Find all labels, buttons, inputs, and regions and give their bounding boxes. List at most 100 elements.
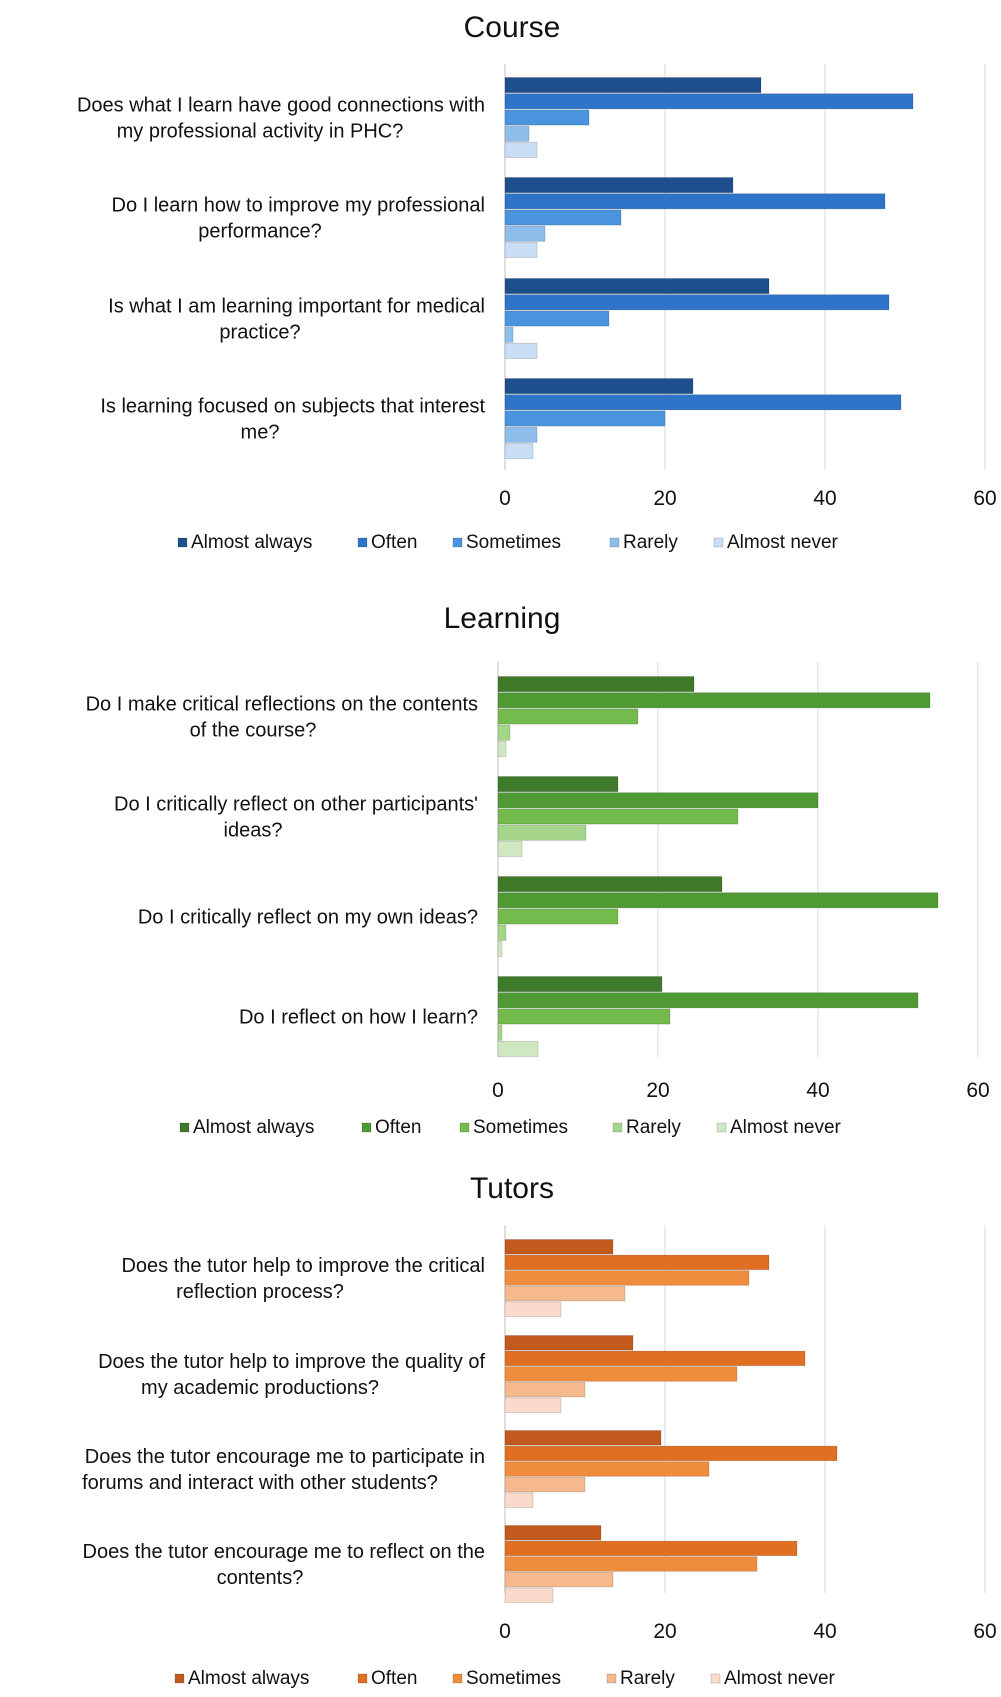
bar-almost-never — [504, 342, 538, 359]
category-label: Does the tutor help to improve the criti… — [121, 1255, 485, 1277]
legend-label: Rarely — [620, 1668, 675, 1689]
tutors-chart-title: Tutors — [470, 1172, 554, 1205]
category-label: my professional activity in PHC? — [117, 121, 404, 143]
legend-label: Almost always — [188, 1668, 309, 1689]
x-tick-label: 60 — [966, 1079, 989, 1102]
category-label: Does the tutor help to improve the quali… — [98, 1351, 485, 1373]
bar-often — [504, 93, 914, 110]
legend-swatch — [174, 1673, 185, 1684]
bar-rarely — [504, 326, 514, 343]
x-tick-label: 0 — [499, 1620, 511, 1643]
legend-swatch — [179, 1122, 190, 1133]
bar-almost-always — [504, 1430, 662, 1446]
legend-swatch — [606, 1673, 617, 1684]
bar-rarely — [497, 724, 511, 741]
bar-sometimes — [497, 908, 619, 925]
category-label: Do I critically reflect on other partici… — [114, 794, 478, 816]
bar-almost-never — [504, 1587, 554, 1603]
bar-almost-never — [504, 241, 538, 258]
bar-almost-always — [504, 278, 770, 295]
x-tick-label: 40 — [806, 1079, 829, 1102]
bar-often — [504, 1445, 838, 1462]
legend-label: Often — [371, 532, 417, 553]
x-tick-label: 20 — [653, 1620, 676, 1643]
category-label: my academic productions? — [141, 1377, 379, 1399]
legend-label: Rarely — [623, 532, 678, 553]
category-label: practice? — [219, 322, 300, 344]
legend-swatch — [459, 1122, 470, 1133]
legend-label: Rarely — [626, 1117, 681, 1138]
x-tick-label: 0 — [492, 1079, 504, 1102]
bar-almost-always — [504, 1335, 634, 1351]
bar-often — [497, 692, 931, 709]
legend-swatch — [716, 1122, 727, 1133]
legend-swatch — [361, 1122, 372, 1133]
category-label: Does what I learn have good connections … — [77, 95, 485, 117]
bar-often — [497, 992, 919, 1009]
bar-rarely — [504, 426, 538, 443]
legend-label: Almost never — [730, 1117, 842, 1138]
x-tick-label: 60 — [973, 487, 996, 510]
bar-often — [504, 294, 890, 311]
bar-sometimes — [497, 1008, 671, 1025]
bar-often — [504, 394, 902, 411]
x-tick-label: 20 — [646, 1079, 669, 1102]
bar-sometimes — [504, 310, 610, 327]
bar-almost-always — [504, 1239, 614, 1255]
legend-label: Sometimes — [466, 532, 561, 553]
bar-almost-always — [497, 676, 695, 693]
bar-sometimes — [497, 708, 639, 725]
bar-sometimes — [497, 808, 739, 825]
category-label: contents? — [217, 1567, 304, 1589]
bar-almost-never — [497, 840, 523, 857]
bar-sometimes — [504, 410, 666, 427]
legend-label: Often — [375, 1117, 421, 1138]
bar-sometimes — [504, 1461, 710, 1477]
legend-label: Almost always — [191, 532, 312, 553]
legend-swatch — [452, 537, 463, 548]
category-label: of the course? — [190, 720, 317, 742]
legend-label: Often — [371, 1668, 417, 1689]
category-label: forums and interact with other students? — [82, 1472, 438, 1494]
bar-rarely — [504, 1476, 586, 1493]
bar-rarely — [504, 125, 530, 142]
bar-almost-never — [504, 442, 534, 459]
x-tick-label: 40 — [813, 1620, 836, 1643]
legend-swatch — [713, 537, 724, 548]
bar-almost-never — [497, 740, 507, 757]
legend-swatch — [609, 537, 620, 548]
legend-swatch — [710, 1673, 721, 1684]
bar-sometimes — [504, 1556, 758, 1572]
category-label: me? — [241, 422, 280, 444]
bar-almost-always — [504, 77, 762, 94]
bar-rarely — [504, 1285, 626, 1302]
category-label: reflection process? — [176, 1281, 344, 1303]
bar-sometimes — [504, 1366, 738, 1382]
course-chart-title: Course — [464, 11, 561, 44]
category-label: Is learning focused on subjects that int… — [100, 396, 485, 418]
bar-almost-always — [504, 1525, 602, 1541]
bar-almost-never — [504, 1397, 562, 1413]
bar-often — [504, 1254, 770, 1271]
learning-chart-title: Learning — [444, 602, 561, 635]
category-label: Do I reflect on how I learn? — [239, 1007, 478, 1029]
category-label: Do I learn how to improve my professiona… — [112, 195, 486, 217]
bar-sometimes — [504, 1270, 750, 1286]
legend-swatch — [177, 537, 188, 548]
bar-sometimes — [504, 109, 590, 126]
bar-almost-never — [497, 1040, 539, 1057]
category-label: Does the tutor encourage me to participa… — [85, 1446, 485, 1468]
bar-almost-always — [497, 776, 619, 793]
chart-learning: Learning 0 20 40 60 Do I make critical reflec… — [86, 602, 990, 1138]
bar-rarely — [497, 824, 587, 841]
bar-often — [497, 892, 939, 909]
bar-often — [497, 792, 819, 809]
bar-almost-always — [497, 876, 723, 893]
legend-label: Almost never — [727, 532, 839, 553]
bar-rarely — [504, 225, 546, 242]
legend-label: Sometimes — [466, 1668, 561, 1689]
bar-often — [504, 193, 886, 210]
bar-rarely — [497, 924, 507, 941]
chart-course: Course 0 20 40 60 Does what I learn have good… — [77, 11, 997, 553]
